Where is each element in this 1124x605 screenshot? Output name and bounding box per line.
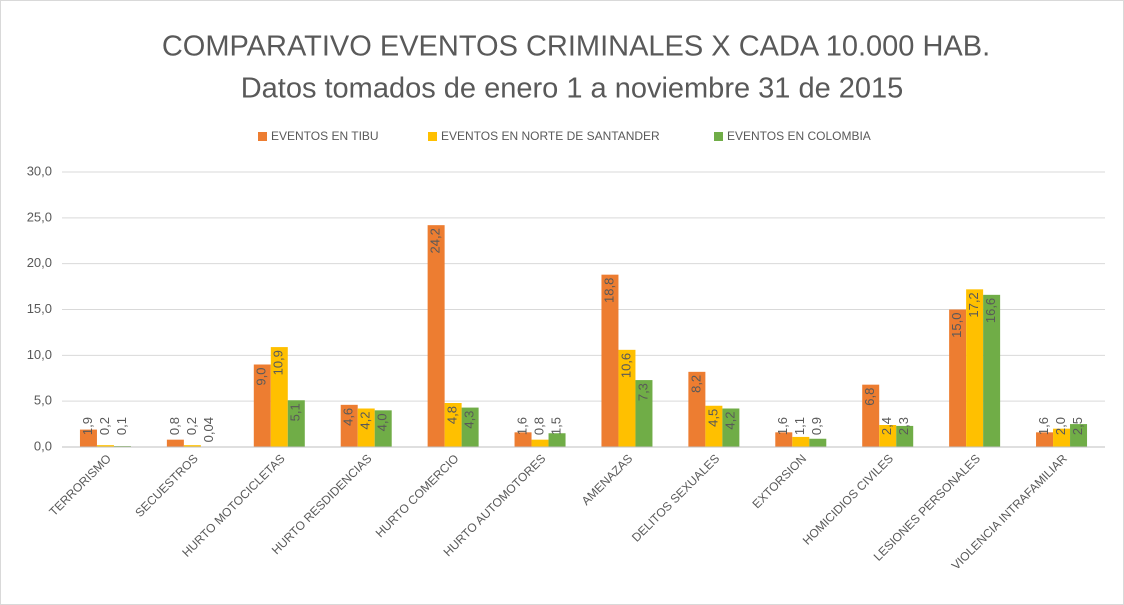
- legend-swatch: [258, 132, 267, 141]
- bar: [340, 404, 358, 447]
- value-label: 2,3: [896, 417, 911, 435]
- value-label: 4,0: [375, 413, 390, 431]
- value-label: 1,6: [514, 417, 529, 435]
- value-label: 1,9: [80, 417, 95, 435]
- value-label: 1,5: [548, 417, 563, 435]
- y-tick-label: 15,0: [27, 301, 52, 316]
- legend-label: EVENTOS EN COLOMBIA: [727, 129, 871, 143]
- value-label: 1,1: [792, 417, 807, 435]
- value-label: 6,8: [862, 388, 877, 406]
- value-label: 2,5: [1070, 417, 1085, 435]
- bar: [1053, 428, 1071, 447]
- bar: [96, 445, 114, 447]
- bar: [896, 425, 914, 447]
- value-label: 2,0: [1053, 417, 1068, 435]
- bar: [949, 309, 967, 447]
- bar: [461, 407, 479, 447]
- y-tick-label: 5,0: [34, 393, 52, 408]
- value-label: 0,8: [167, 417, 182, 435]
- bar: [879, 425, 897, 447]
- legend-label: EVENTOS EN NORTE DE SANTANDER: [441, 129, 660, 143]
- bar: [357, 408, 375, 447]
- y-tick-label: 25,0: [27, 209, 52, 224]
- value-label: 4,5: [705, 409, 720, 427]
- value-label: 2,4: [879, 417, 894, 435]
- value-label: 0,2: [184, 417, 199, 435]
- bar: [183, 445, 201, 447]
- value-label: 4,6: [341, 408, 356, 426]
- bar: [635, 380, 653, 447]
- value-label: 0,8: [531, 417, 546, 435]
- chart-subtitle: Datos tomados de enero 1 a noviembre 31 …: [241, 73, 904, 105]
- bar: [1070, 424, 1088, 447]
- value-label: 15,0: [949, 313, 964, 338]
- value-label: 10,6: [618, 353, 633, 378]
- bar: [444, 403, 462, 447]
- bar: [287, 400, 305, 447]
- value-label: 1,6: [1036, 417, 1051, 435]
- bar: [601, 274, 619, 447]
- value-label: 8,2: [688, 375, 703, 393]
- value-label: 18,8: [601, 278, 616, 303]
- legend-label: EVENTOS EN TIBU: [271, 129, 379, 143]
- bar: [775, 432, 793, 447]
- y-tick-label: 30,0: [27, 163, 52, 178]
- chart-title: COMPARATIVO EVENTOS CRIMINALES X CADA 10…: [162, 31, 990, 63]
- bar: [1036, 432, 1054, 447]
- value-label: 7,3: [635, 383, 650, 401]
- y-tick-label: 10,0: [27, 347, 52, 362]
- bar: [983, 294, 1001, 447]
- bar: [792, 436, 810, 447]
- value-label: 0,04: [201, 417, 216, 442]
- bar: [809, 438, 827, 447]
- value-label: 1,6: [775, 417, 790, 435]
- bar: [253, 364, 271, 447]
- bar: [427, 225, 445, 447]
- bar: [374, 410, 392, 447]
- value-label: 0,9: [809, 417, 824, 435]
- value-label: 24,2: [428, 228, 443, 253]
- value-label: 4,3: [462, 411, 477, 429]
- bar: [79, 429, 97, 447]
- bar: [862, 384, 880, 447]
- y-tick-label: 0,0: [34, 438, 52, 453]
- bar: [618, 349, 636, 447]
- legend-swatch: [714, 132, 723, 141]
- value-label: 4,2: [722, 412, 737, 430]
- bar: [166, 439, 184, 447]
- bar: [722, 408, 740, 447]
- bar: [688, 371, 706, 447]
- value-label: 17,2: [966, 292, 981, 317]
- bar: [270, 347, 288, 447]
- value-label: 9,0: [254, 368, 269, 386]
- y-tick-label: 20,0: [27, 255, 52, 270]
- bar: [705, 405, 723, 447]
- value-label: 0,2: [97, 417, 112, 435]
- legend-swatch: [428, 132, 437, 141]
- value-label: 0,1: [114, 417, 129, 435]
- bar: [531, 439, 549, 447]
- bar: [548, 433, 566, 447]
- value-label: 16,6: [983, 298, 998, 323]
- bar: [514, 432, 532, 447]
- value-label: 10,9: [271, 350, 286, 375]
- bar: [966, 289, 984, 447]
- value-label: 4,8: [445, 406, 460, 424]
- value-label: 5,1: [288, 403, 303, 421]
- value-label: 4,2: [358, 412, 373, 430]
